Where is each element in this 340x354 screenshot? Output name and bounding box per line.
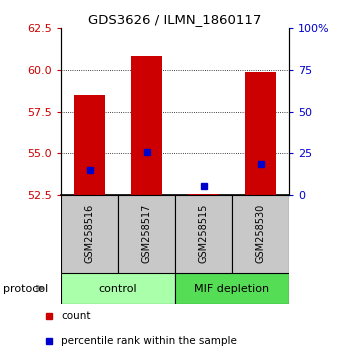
Bar — [232, 195, 289, 273]
Title: GDS3626 / ILMN_1860117: GDS3626 / ILMN_1860117 — [88, 13, 262, 26]
Text: MIF depletion: MIF depletion — [194, 284, 270, 293]
Bar — [118, 195, 175, 273]
Text: percentile rank within the sample: percentile rank within the sample — [61, 336, 237, 346]
Text: GSM258530: GSM258530 — [256, 204, 266, 263]
Bar — [245, 73, 276, 195]
Text: protocol: protocol — [3, 284, 49, 293]
Text: control: control — [99, 284, 137, 293]
Text: GSM258517: GSM258517 — [142, 204, 152, 263]
Bar — [74, 95, 105, 195]
Bar — [61, 195, 118, 273]
Bar — [175, 273, 289, 304]
Bar — [175, 195, 232, 273]
Bar — [131, 56, 162, 195]
Text: count: count — [61, 311, 91, 321]
Text: GSM258515: GSM258515 — [199, 204, 208, 263]
Bar — [61, 273, 175, 304]
Text: GSM258516: GSM258516 — [85, 204, 95, 263]
